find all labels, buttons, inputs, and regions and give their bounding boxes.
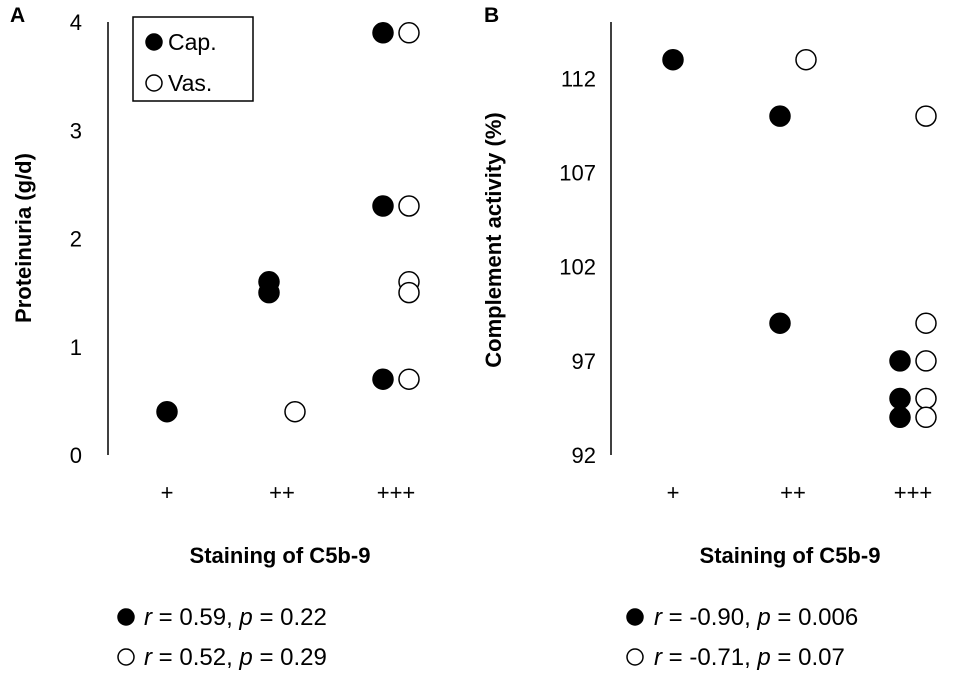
panel-a-stat-cap: r = 0.59, p = 0.22	[144, 604, 327, 631]
panel-b-point-vas-1	[915, 105, 937, 127]
panel-b-y-tick: 92	[572, 443, 596, 468]
panel-b-y-tick: 102	[559, 255, 596, 280]
panel-a-y-tick: 4	[70, 10, 82, 35]
panel-a-y-tick: 3	[70, 118, 82, 143]
legend-label-vas: Vas.	[168, 70, 212, 96]
panel-a-point-cap-2	[258, 281, 280, 304]
panel-a-y-tick: 2	[70, 227, 82, 252]
panel-b-y-tick: 97	[572, 349, 596, 374]
panel-a-point-vas-4	[398, 281, 420, 304]
panel-a-stat-vas: r = 0.52, p = 0.29	[144, 644, 327, 671]
panel-b-point-cap-5	[889, 406, 911, 429]
panel-a-point-vas-5	[398, 368, 420, 390]
legend-open-marker	[145, 74, 163, 92]
panel-a-points	[156, 22, 420, 423]
panel-b-point-vas-2	[915, 312, 937, 334]
panel-a-x-ticks: + ++ +++	[161, 480, 416, 505]
panel-b-letter: B	[484, 4, 499, 27]
panel-b-point-cap-1	[769, 105, 791, 127]
stat-filled-marker	[117, 608, 135, 626]
legend-filled-marker	[145, 33, 163, 51]
panel-b-x-tick: +	[667, 480, 680, 505]
panel-b-point-vas-0	[795, 48, 817, 71]
panel-b-point-cap-2	[769, 312, 791, 334]
panel-b-y-axis-title: Complement activity (%)	[481, 112, 506, 368]
panel-a-point-vas-1	[398, 22, 420, 44]
stat-open-marker	[117, 648, 135, 666]
panel-b-point-cap-0	[662, 48, 684, 71]
panel-b-stat-cap: r = -0.90, p = 0.006	[654, 604, 858, 631]
panel-a-point-vas-0	[284, 400, 306, 423]
panel-a: A 0 1 2 3 4 Proteinuria (g/d) + ++ +++ S…	[10, 4, 420, 671]
panel-a-y-axis-title: Proteinuria (g/d)	[11, 153, 36, 323]
panel-b-point-cap-4	[889, 387, 911, 410]
legend-label-cap: Cap.	[168, 29, 217, 55]
panel-b-x-tick: ++	[780, 480, 806, 505]
panel-b-y-ticks: 92 97 102 107 112	[559, 67, 596, 469]
panel-a-point-cap-0	[156, 400, 178, 423]
panel-b: B 92 97 102 107 112 Complement activity …	[481, 4, 937, 671]
panel-a-x-tick: ++	[269, 480, 295, 505]
panel-a-y-tick: 1	[70, 335, 82, 360]
panel-a-y-ticks: 0 1 2 3 4	[70, 10, 82, 468]
panel-b-point-vas-4	[915, 387, 937, 410]
panel-b-point-vas-5	[915, 406, 937, 429]
panel-b-stats: r = -0.90, p = 0.006 r = -0.71, p = 0.07	[626, 604, 858, 671]
panel-a-letter: A	[10, 4, 25, 27]
panel-a-point-cap-5	[372, 368, 394, 390]
panel-a-legend: Cap. Vas.	[132, 16, 254, 102]
panel-b-point-cap-3	[889, 350, 911, 372]
panel-a-stats: r = 0.59, p = 0.22 r = 0.52, p = 0.29	[117, 604, 327, 671]
panel-b-x-axis-title: Staining of C5b-9	[700, 543, 881, 568]
panel-a-x-axis-title: Staining of C5b-9	[190, 543, 371, 568]
panel-a-point-cap-3	[372, 22, 394, 44]
panel-a-point-vas-2	[398, 195, 420, 217]
panel-a-point-cap-4	[372, 195, 394, 217]
panel-a-y-tick: 0	[70, 443, 82, 468]
panel-b-y-tick: 112	[561, 67, 596, 92]
panel-b-x-ticks: + ++ +++	[667, 480, 933, 505]
stat-filled-marker	[626, 608, 644, 626]
panel-b-y-tick: 107	[559, 161, 596, 186]
stat-open-marker	[626, 648, 644, 666]
panel-b-point-vas-3	[915, 350, 937, 372]
panel-b-points	[662, 48, 937, 429]
panel-a-x-tick: +++	[377, 480, 416, 505]
panel-b-stat-vas: r = -0.71, p = 0.07	[654, 644, 845, 671]
panel-b-x-tick: +++	[894, 480, 933, 505]
panel-a-x-tick: +	[161, 480, 174, 505]
